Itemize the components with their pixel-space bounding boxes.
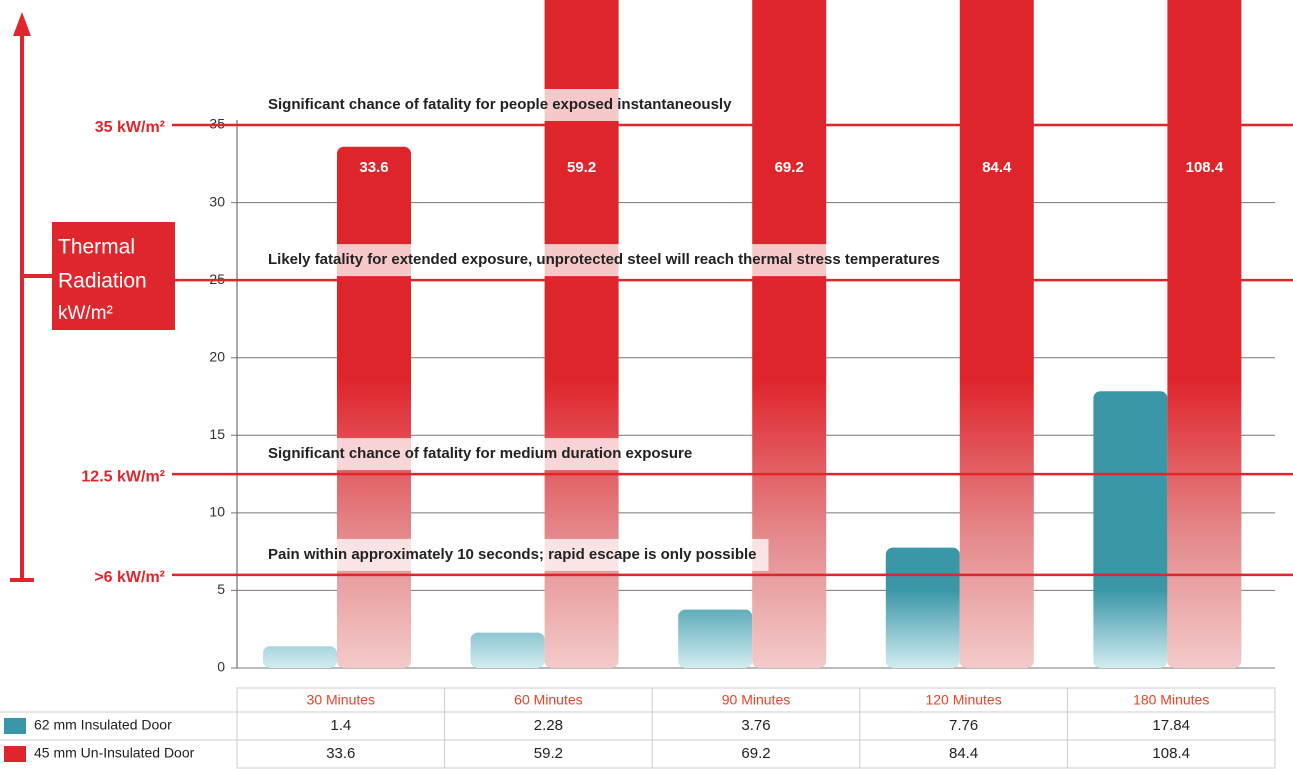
threshold-note: Likely fatality for extended exposure, u… (268, 251, 940, 268)
y-label-box (52, 222, 175, 330)
table-value: 84.4 (949, 745, 978, 762)
column-header: 30 Minutes (307, 692, 375, 708)
column-header: 90 Minutes (722, 692, 790, 708)
data-label: 84.4 (982, 159, 1012, 176)
y-tick-label: 25 (209, 271, 225, 287)
legend-swatch (4, 746, 26, 762)
note-box (258, 244, 952, 277)
column-header: 120 Minutes (925, 692, 1001, 708)
table-value: 17.84 (1152, 717, 1190, 734)
bar (263, 646, 337, 668)
table-frame (236, 687, 1276, 769)
bar (337, 146, 411, 669)
threshold-note: Significant chance of fatality for peopl… (268, 96, 732, 113)
y-tick-label: 35 (209, 116, 225, 132)
bar (885, 547, 960, 668)
note-box (258, 438, 705, 471)
bar (1093, 391, 1168, 668)
arrow-head (13, 12, 31, 36)
table-value: 69.2 (741, 745, 770, 762)
table-value: 3.76 (741, 717, 770, 734)
threshold-note: Pain within approximately 10 seconds; ra… (268, 546, 757, 563)
bar (959, 0, 1034, 668)
data-label: 59.2 (567, 159, 596, 176)
table-value: 1.4 (330, 717, 351, 734)
y-tick-label: 0 (217, 659, 225, 675)
y-tick-label: 5 (217, 581, 225, 597)
legend-label: 45 mm Un-Insulated Door (34, 745, 195, 761)
data-label: 33.6 (359, 159, 388, 176)
y-label: kW/m² (58, 303, 113, 324)
y-label: Radiation (58, 270, 147, 293)
y-tick-label: 30 (209, 193, 225, 209)
threshold-note: Significant chance of fatality for mediu… (268, 445, 692, 462)
threshold-label: >6 kW/m² (94, 569, 165, 586)
table-value: 2.28 (534, 717, 563, 734)
legend-label: 62 mm Insulated Door (34, 717, 172, 733)
data-label: 69.2 (775, 159, 804, 176)
legend-swatch (4, 718, 26, 734)
column-header: 60 Minutes (514, 692, 582, 708)
data-label: 108.4 (1186, 159, 1224, 176)
y-label: Thermal (58, 236, 135, 259)
bar (470, 632, 545, 668)
table-value: 33.6 (326, 745, 355, 762)
note-box (258, 538, 769, 571)
y-tick-label: 20 (209, 348, 225, 364)
bar (1167, 0, 1242, 668)
bar (544, 0, 619, 668)
column-header: 180 Minutes (1133, 692, 1209, 708)
y-tick-label: 10 (209, 504, 225, 520)
table-value: 108.4 (1152, 745, 1190, 762)
threshold-label: 35 kW/m² (95, 119, 165, 136)
bar (678, 609, 753, 668)
bar (752, 0, 827, 668)
table-value: 59.2 (534, 745, 563, 762)
threshold-label: 12.5 kW/m² (81, 468, 165, 485)
y-tick-label: 15 (209, 426, 225, 442)
note-box (258, 89, 745, 121)
table-value: 7.76 (949, 717, 978, 734)
